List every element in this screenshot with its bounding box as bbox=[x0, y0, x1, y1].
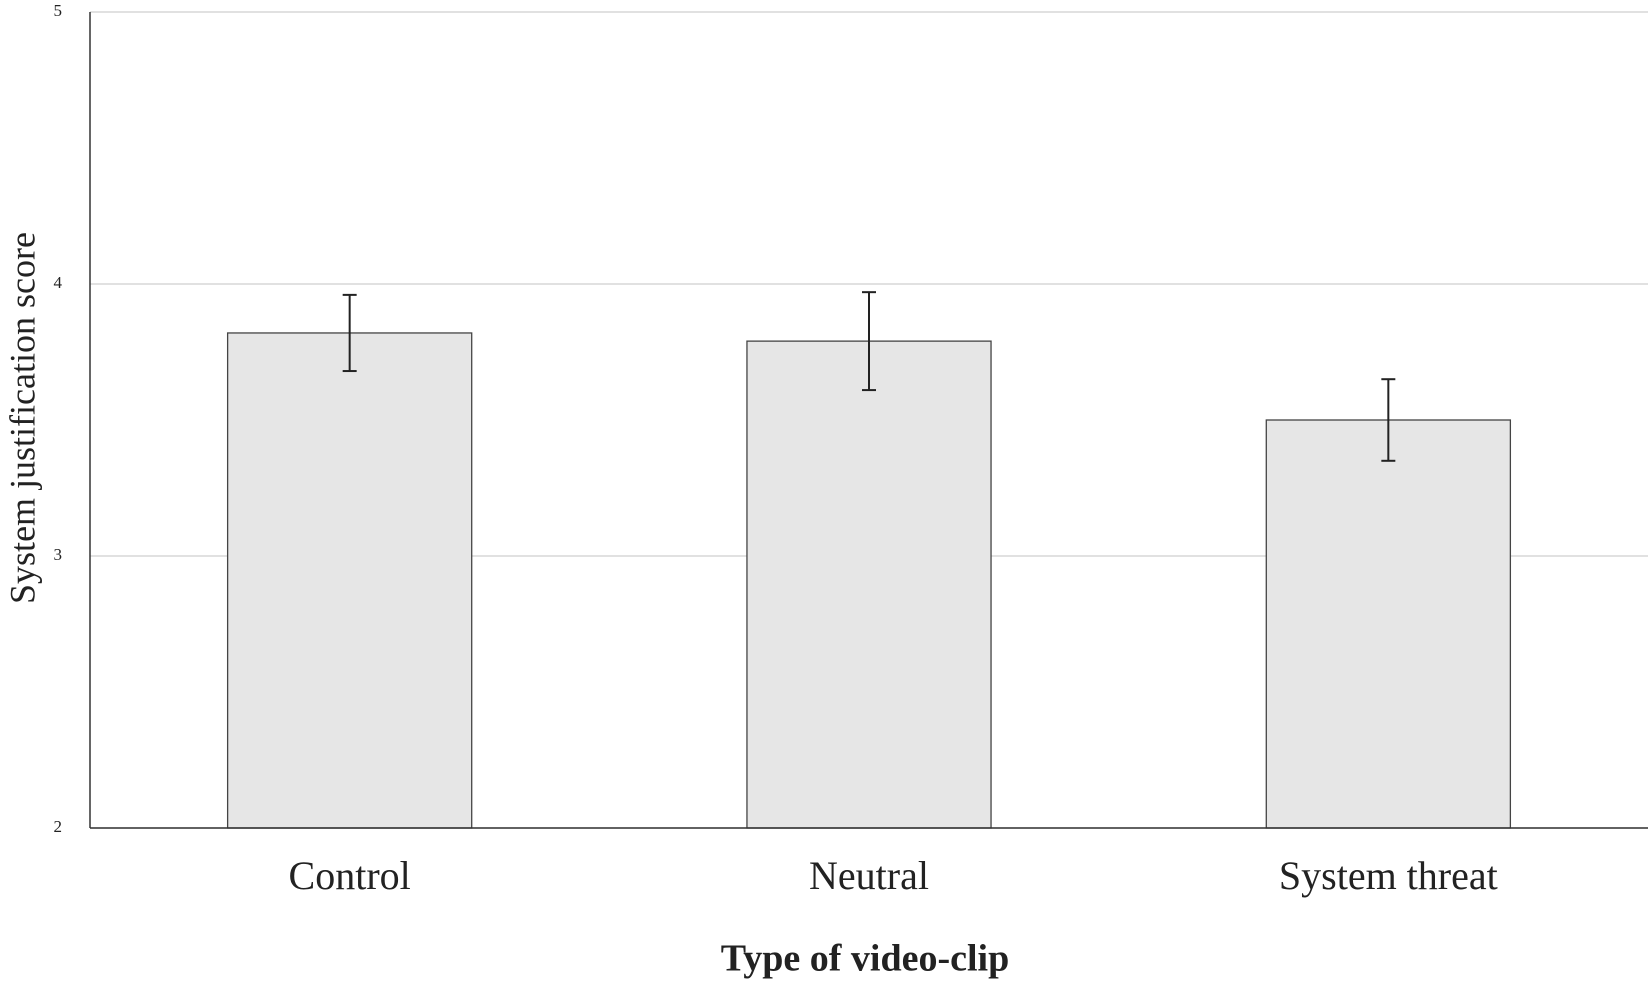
error-bar bbox=[862, 291, 876, 392]
x-tick-label: System threat bbox=[1279, 853, 1498, 898]
y-tick-label: 2 bbox=[54, 817, 63, 836]
x-tick-label: Control bbox=[289, 853, 411, 898]
x-axis-label: Type of video-clip bbox=[721, 938, 1010, 980]
bar bbox=[1265, 419, 1512, 829]
error-bar bbox=[1381, 378, 1396, 462]
y-tick-label: 5 bbox=[54, 1, 63, 20]
bar bbox=[226, 332, 473, 829]
error-bar bbox=[342, 293, 357, 373]
bar bbox=[746, 340, 992, 829]
x-tick-label: Neutral bbox=[809, 853, 929, 898]
y-tick-label: 3 bbox=[54, 545, 63, 564]
y-tick-label: 4 bbox=[54, 273, 63, 292]
y-axis-label: System justification score bbox=[2, 232, 42, 604]
